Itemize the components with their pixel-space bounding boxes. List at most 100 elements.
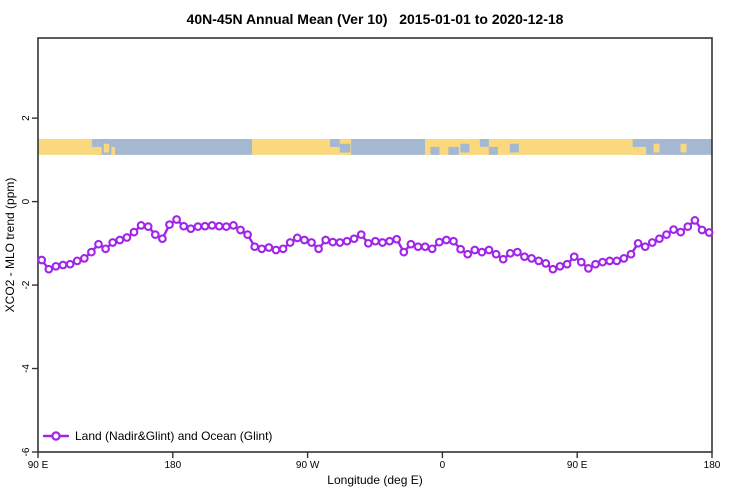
data-point-marker <box>576 257 586 267</box>
data-point-marker <box>484 245 494 255</box>
map-ocean-segment <box>97 138 253 155</box>
data-point-marker <box>477 247 487 257</box>
map-ocean-segment <box>351 138 426 155</box>
x-tick-label: 90 E <box>28 460 49 471</box>
y-tick-label: 0 <box>21 198 32 204</box>
map-land-patch <box>637 146 647 155</box>
data-point-marker <box>278 244 288 254</box>
map-ocean-patch <box>479 138 489 147</box>
data-point-marker <box>527 254 536 263</box>
map-ocean-patch <box>448 146 459 155</box>
data-point-marker <box>285 238 295 247</box>
data-point-marker <box>221 222 231 231</box>
plot-frame <box>37 37 713 453</box>
data-point-marker <box>655 234 664 244</box>
data-point-marker <box>697 225 707 235</box>
data-point-marker <box>207 221 217 230</box>
data-point-marker <box>505 248 515 258</box>
data-point-marker <box>434 237 444 247</box>
data-point-marker <box>179 221 189 231</box>
data-point-marker <box>555 261 565 271</box>
data-point-marker <box>349 234 359 244</box>
data-point-marker <box>321 235 331 245</box>
axes: 90 E 180 90 W 0 90 E 180 2 0 -2 -4 -6 <box>21 37 721 471</box>
data-point-marker <box>94 239 103 249</box>
data-point-marker <box>314 244 323 254</box>
data-point-marker <box>236 225 245 235</box>
data-point-marker <box>264 243 274 252</box>
map-land-patch <box>103 143 110 153</box>
data-point-marker <box>172 215 181 224</box>
data-point-marker <box>143 222 153 231</box>
map-land-segment <box>425 138 638 155</box>
data-point-marker <box>335 238 345 247</box>
data-point-marker <box>619 254 629 263</box>
data-point-marker <box>136 221 146 230</box>
data-point-marker <box>640 242 650 252</box>
data-point-marker <box>647 238 657 247</box>
data-point-marker <box>456 244 465 254</box>
land-ocean-band <box>38 138 712 155</box>
y-tick-label: -2 <box>21 280 32 289</box>
data-point-marker <box>158 234 167 244</box>
data-point-marker <box>598 257 607 267</box>
data-point-marker <box>108 238 118 247</box>
data-point-marker <box>562 259 572 269</box>
data-point-marker <box>442 235 451 245</box>
data-point-marker <box>449 236 458 246</box>
data-point-marker <box>271 245 281 255</box>
data-point-marker <box>591 259 600 269</box>
legend-label: Land (Nadir&Glint) and Ocean (Glint) <box>75 429 272 443</box>
data-point-marker <box>44 264 54 274</box>
data-point-marker <box>626 249 636 259</box>
data-point-marker <box>129 227 139 237</box>
data-point-marker <box>342 236 352 246</box>
data-point-marker <box>200 221 210 231</box>
map-ocean-patch <box>509 143 519 153</box>
map-land-segment <box>38 138 98 155</box>
data-point-marker <box>65 259 75 269</box>
data-point-marker <box>243 230 252 239</box>
map-ocean-patch <box>460 143 470 153</box>
data-point-marker <box>392 234 402 244</box>
data-point-marker <box>427 244 437 254</box>
map-ocean-patch <box>488 146 498 155</box>
data-point-marker <box>186 224 196 234</box>
data-point-marker <box>463 249 473 259</box>
data-point-marker <box>491 249 501 259</box>
data-point-marker <box>399 247 409 257</box>
data-point-marker <box>363 238 373 248</box>
x-tick-label: 180 <box>164 460 181 471</box>
data-point-marker <box>470 245 480 255</box>
data-point-marker <box>193 222 203 231</box>
map-land-patch <box>97 146 102 155</box>
data-point-marker <box>250 242 260 252</box>
data-point-marker <box>58 260 68 270</box>
data-point-marker <box>605 256 615 266</box>
map-ocean-patch <box>339 143 351 153</box>
map-ocean-patch <box>330 138 340 147</box>
data-point-marker <box>150 230 160 239</box>
data-point-marker <box>101 244 110 254</box>
data-point-marker <box>413 242 423 252</box>
data-point-marker <box>534 256 544 266</box>
data-point-marker <box>257 244 267 254</box>
data-point-marker <box>676 227 686 237</box>
map-ocean-patch <box>91 138 98 147</box>
data-point-marker <box>406 239 416 249</box>
data-point-marker <box>683 222 693 231</box>
map-land-segment <box>252 138 352 155</box>
data-point-marker <box>87 247 96 257</box>
data-point-marker <box>37 255 47 265</box>
data-point-marker <box>72 256 82 266</box>
data-series <box>37 215 714 274</box>
data-point-marker <box>612 256 622 266</box>
data-point-marker <box>541 259 551 268</box>
map-land-patch <box>680 143 687 153</box>
data-point-marker <box>704 228 714 237</box>
data-point-marker <box>300 235 309 245</box>
map-ocean-patch <box>632 138 642 147</box>
y-tick-label: 2 <box>21 115 32 121</box>
data-point-marker <box>165 220 174 229</box>
